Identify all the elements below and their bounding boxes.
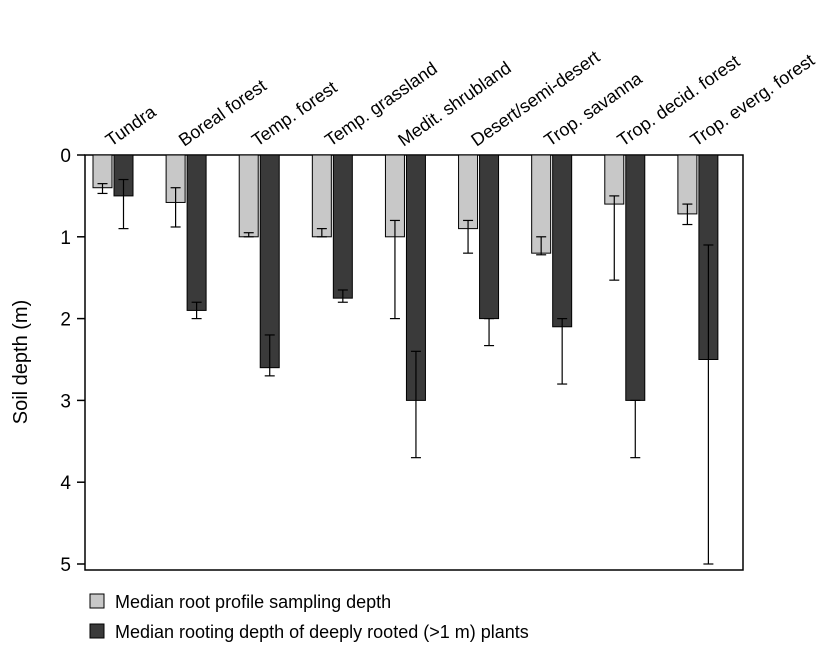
category-label: Tundra	[102, 101, 160, 150]
category-label: Trop. everg. forest	[687, 50, 818, 150]
legend-swatch-series-2	[89, 623, 105, 639]
y-tick-label: 5	[60, 555, 71, 576]
y-tick-label: 2	[60, 310, 71, 331]
y-tick-label: 3	[60, 391, 71, 412]
bar-series-2-3	[332, 154, 353, 299]
bar-series-1-3	[311, 154, 332, 238]
category-label: Trop. decid. forest	[614, 51, 744, 150]
legend-label-series-2: Median rooting depth of deeply rooted (>…	[115, 622, 529, 642]
error-bars-layer	[97, 178, 714, 565]
legend-swatch-series-1	[89, 593, 105, 609]
y-tick-label: 4	[60, 473, 71, 494]
bar-series-2-5	[479, 154, 500, 320]
legend-label-series-1: Median root profile sampling depth	[115, 592, 391, 612]
category-label: Desert/semi-desert	[467, 47, 603, 151]
bar-series-1-2	[238, 154, 259, 238]
legend: Median root profile sampling depth Media…	[89, 592, 529, 642]
y-axis-ticks: 0 1 2 3 4 5	[60, 146, 85, 576]
bar-series-2-6	[552, 154, 573, 328]
bar-series-1-5	[458, 154, 479, 230]
y-tick-label: 0	[60, 146, 71, 167]
y-axis-title: Soil depth (m)	[10, 300, 32, 425]
y-tick-label: 1	[60, 228, 71, 249]
bars-layer	[92, 154, 719, 401]
bar-series-2-7	[625, 154, 646, 401]
bar-series-1-0	[92, 154, 113, 189]
bar-series-2-1	[186, 154, 207, 311]
